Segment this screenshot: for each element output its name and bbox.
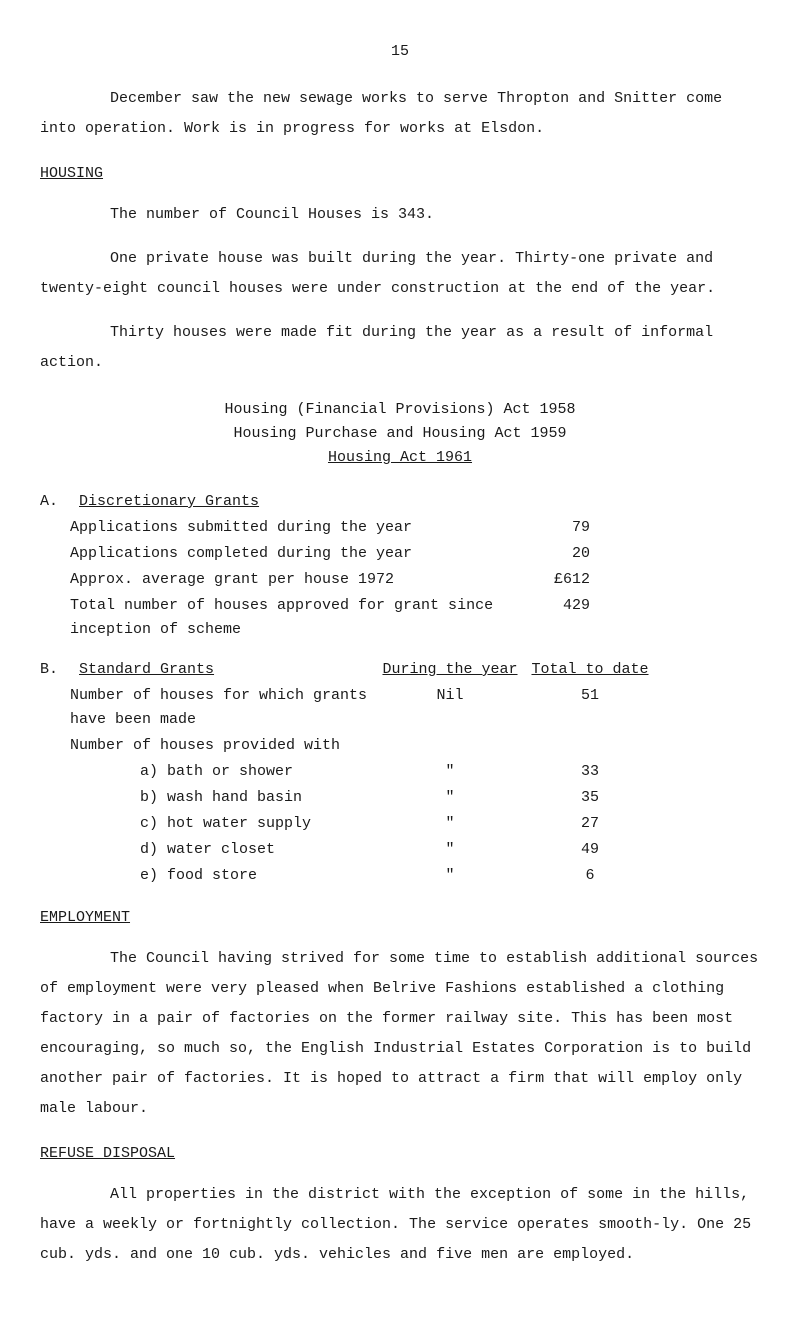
act-line-1: Housing (Financial Provisions) Act 1958 (40, 398, 760, 422)
section-a-title: Discretionary Grants (79, 493, 259, 510)
row-label: Applications submitted during the year (70, 516, 510, 540)
section-b-header-row: B. Standard Grants During the year Total… (40, 658, 760, 682)
table-row: Approx. average grant per house 1972 £61… (70, 568, 760, 592)
row-label: b) wash hand basin (140, 786, 380, 810)
row-label: Number of houses for which grants have b… (70, 684, 380, 732)
table-row: a) bath or shower " 33 (70, 760, 760, 784)
row-value-c1: " (380, 786, 520, 810)
page-number: 15 (40, 40, 760, 64)
table-row: Number of houses provided with (70, 734, 760, 758)
discretionary-grants-table: Applications submitted during the year 7… (40, 516, 760, 642)
section-a-header: A. Discretionary Grants (40, 490, 760, 514)
section-b-letter: B. (40, 658, 70, 682)
row-label: e) food store (140, 864, 380, 888)
section-a-letter: A. (40, 490, 70, 514)
row-value-c1: " (380, 838, 520, 862)
refuse-disposal-heading: REFUSE DISPOSAL (40, 1142, 760, 1166)
table-row: Applications submitted during the year 7… (70, 516, 760, 540)
row-value: £612 (510, 568, 590, 592)
row-value-c1: " (380, 812, 520, 836)
row-value-c2: 33 (520, 760, 660, 784)
row-value-c2: 27 (520, 812, 660, 836)
row-value-c2: 6 (520, 864, 660, 888)
row-value-c2: 51 (520, 684, 660, 732)
row-value-c2: 35 (520, 786, 660, 810)
table-row: d) water closet " 49 (70, 838, 760, 862)
row-value-c2: 49 (520, 838, 660, 862)
housing-count-paragraph: The number of Council Houses is 343. (40, 200, 760, 230)
row-value: 429 (510, 594, 590, 642)
row-label: a) bath or shower (140, 760, 380, 784)
table-row: e) food store " 6 (70, 864, 760, 888)
row-value-c1: " (380, 864, 520, 888)
row-label: Applications completed during the year (70, 542, 510, 566)
row-value: 79 (510, 516, 590, 540)
row-label: Number of houses provided with (70, 734, 380, 758)
employment-heading: EMPLOYMENT (40, 906, 760, 930)
row-label: c) hot water supply (140, 812, 380, 836)
table-row: c) hot water supply " 27 (70, 812, 760, 836)
row-value: 20 (510, 542, 590, 566)
fit-houses-paragraph: Thirty houses were made fit during the y… (40, 318, 760, 378)
housing-heading: HOUSING (40, 162, 760, 186)
employment-paragraph: The Council having strived for some time… (40, 944, 760, 1124)
refuse-disposal-paragraph: All properties in the district with the … (40, 1180, 760, 1270)
row-label: Total number of houses approved for gran… (70, 594, 510, 642)
row-value-c1: Nil (380, 684, 520, 732)
section-b-title: Standard Grants (79, 661, 214, 678)
row-label: Approx. average grant per house 1972 (70, 568, 510, 592)
table-row: Applications completed during the year 2… (70, 542, 760, 566)
private-house-paragraph: One private house was built during the y… (40, 244, 760, 304)
table-row: b) wash hand basin " 35 (70, 786, 760, 810)
act-line-3: Housing Act 1961 (328, 446, 472, 470)
intro-paragraph: December saw the new sewage works to ser… (40, 84, 760, 144)
std-header-col2: Total to date (520, 658, 660, 682)
row-value-c1: " (380, 760, 520, 784)
table-row: Number of houses for which grants have b… (70, 684, 760, 732)
row-label: d) water closet (140, 838, 380, 862)
table-row: Total number of houses approved for gran… (70, 594, 760, 642)
standard-grants-table: Number of houses for which grants have b… (40, 684, 760, 888)
act-line-2: Housing Purchase and Housing Act 1959 (40, 422, 760, 446)
housing-acts-block: Housing (Financial Provisions) Act 1958 … (40, 398, 760, 470)
std-header-col1: During the year (380, 658, 520, 682)
